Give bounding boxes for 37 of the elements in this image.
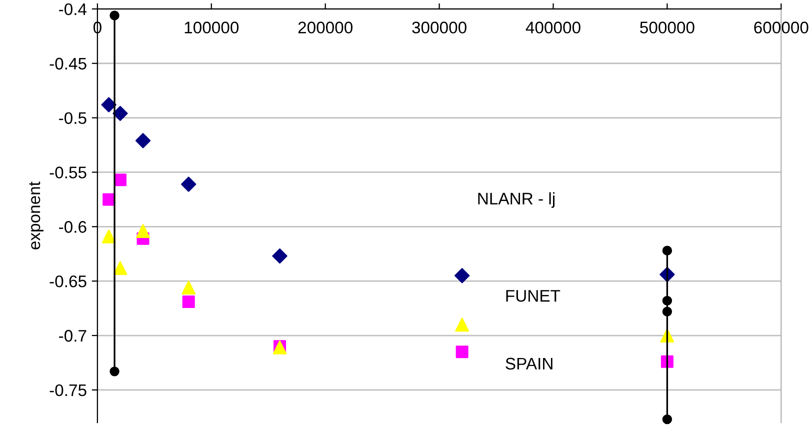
point bbox=[112, 106, 128, 122]
x-tick-label: 400000 bbox=[526, 22, 580, 34]
point bbox=[110, 366, 120, 376]
point bbox=[182, 296, 195, 308]
y-tick-label: -0.5 bbox=[59, 112, 86, 124]
point bbox=[272, 248, 288, 264]
y-tick-label: -0.4 bbox=[59, 3, 87, 16]
y-tick-label: -0.55 bbox=[50, 166, 86, 178]
point bbox=[102, 230, 116, 244]
point bbox=[662, 306, 672, 316]
point bbox=[101, 97, 116, 112]
point bbox=[662, 246, 672, 256]
x-tick-label: 300000 bbox=[412, 22, 466, 34]
point bbox=[110, 10, 120, 20]
point bbox=[662, 414, 672, 424]
annotation: NLANR - lj bbox=[478, 192, 554, 208]
x-tick-label: 200000 bbox=[298, 22, 352, 34]
annotation: FUNET bbox=[506, 290, 560, 302]
point bbox=[454, 268, 470, 284]
annotation: SPAIN bbox=[506, 358, 552, 370]
point bbox=[181, 176, 196, 192]
point bbox=[455, 318, 470, 332]
y-tick-label: -0.75 bbox=[50, 384, 86, 396]
y-tick-label: -0.65 bbox=[50, 275, 86, 288]
point bbox=[662, 296, 672, 306]
y-axis-title: exponent bbox=[29, 182, 44, 250]
point bbox=[113, 261, 128, 275]
x-tick-label: 100000 bbox=[184, 22, 239, 34]
x-tick-label: 500000 bbox=[640, 22, 694, 34]
point bbox=[135, 133, 151, 148]
point bbox=[136, 224, 150, 238]
y-tick-label: -0.7 bbox=[59, 330, 86, 342]
point bbox=[456, 346, 468, 358]
y-tick-label: -0.6 bbox=[59, 221, 86, 233]
x-tick-label: 600000 bbox=[754, 22, 808, 34]
y-tick-label: -0.45 bbox=[50, 58, 86, 70]
point bbox=[182, 280, 196, 295]
